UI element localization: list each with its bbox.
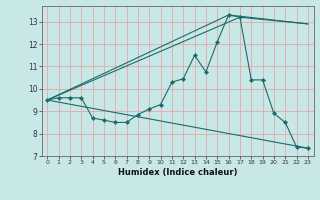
X-axis label: Humidex (Indice chaleur): Humidex (Indice chaleur) [118,168,237,177]
